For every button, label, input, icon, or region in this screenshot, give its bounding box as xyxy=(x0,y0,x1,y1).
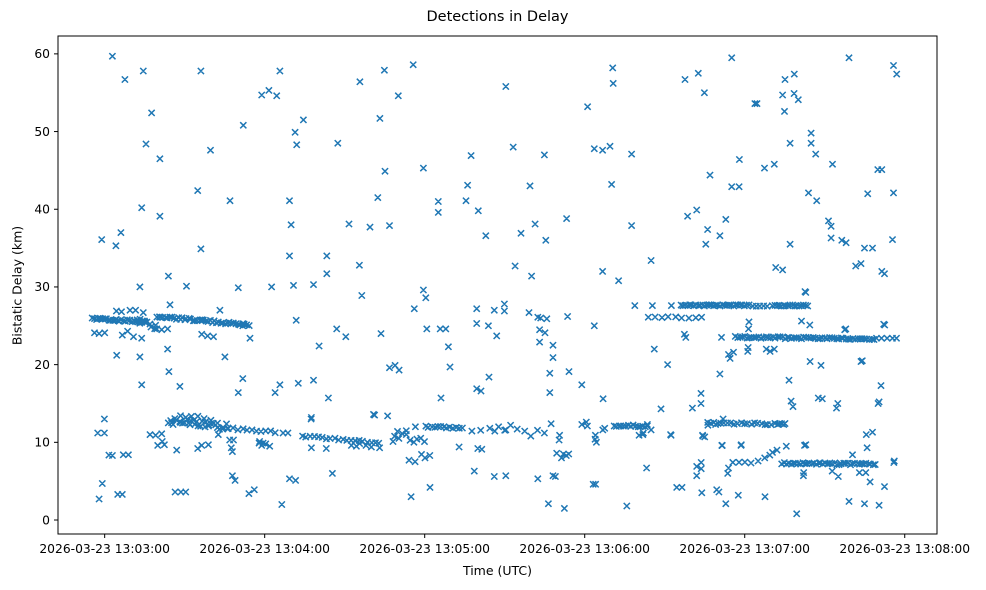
x-tick-label: 2026-03-23 13:07:00 xyxy=(679,542,810,556)
y-tick-label: 10 xyxy=(34,436,50,450)
y-tick-label: 30 xyxy=(34,280,50,294)
x-axis-label: Time (UTC) xyxy=(462,563,533,578)
y-tick-label: 20 xyxy=(34,358,50,372)
scatter-points xyxy=(88,52,901,518)
axis-ticks: 2026-03-23 13:03:00 2026-03-23 13:04:00 20… xyxy=(34,47,970,556)
x-tick-label: 2026-03-23 13:04:00 xyxy=(199,542,330,556)
y-tick-label: 50 xyxy=(34,125,50,139)
plot-spines xyxy=(57,35,938,535)
y-tick-label: 40 xyxy=(34,203,50,217)
y-tick-label: 0 xyxy=(42,513,50,527)
x-tick-label: 2026-03-23 13:03:00 xyxy=(39,542,170,556)
x-tick-label: 2026-03-23 13:06:00 xyxy=(519,542,650,556)
x-tick-label: 2026-03-23 13:05:00 xyxy=(359,542,490,556)
y-tick-label: 60 xyxy=(34,47,50,61)
figure-title: Detections in Delay xyxy=(426,9,569,25)
x-tick-label: 2026-03-23 13:08:00 xyxy=(839,542,970,556)
